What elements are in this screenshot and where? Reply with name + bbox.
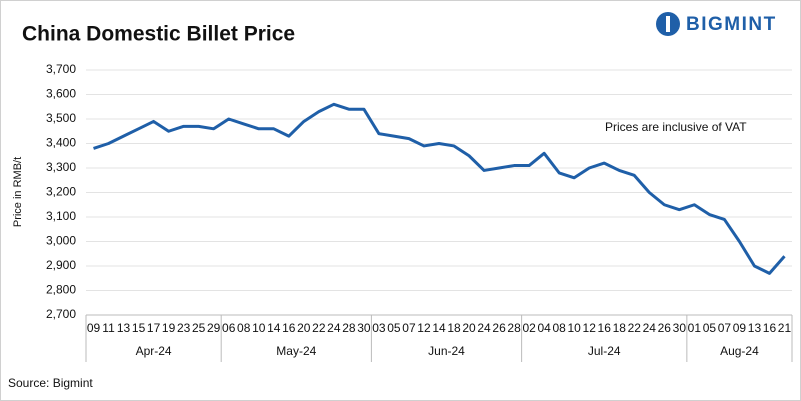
x-tick-label: 26 <box>658 321 672 335</box>
x-tick-label: 16 <box>282 321 296 335</box>
x-tick-label: 08 <box>237 321 251 335</box>
x-tick-label: 14 <box>432 321 446 335</box>
x-tick-label: 10 <box>252 321 266 335</box>
x-tick-label: 25 <box>192 321 206 335</box>
x-tick-label: 22 <box>628 321 642 335</box>
x-tick-label: 13 <box>117 321 131 335</box>
x-group-label: May-24 <box>276 344 316 358</box>
x-tick-label: 18 <box>613 321 627 335</box>
x-tick-label: 10 <box>568 321 582 335</box>
y-tick-label: 3,500 <box>46 111 76 125</box>
y-tick-label: 3,400 <box>46 136 76 150</box>
y-tick-label: 3,600 <box>46 87 76 101</box>
x-tick-label: 09 <box>733 321 747 335</box>
y-tick-label: 2,800 <box>46 283 76 297</box>
x-tick-label: 11 <box>102 321 115 335</box>
x-group-label: Jul-24 <box>588 344 621 358</box>
x-tick-label: 26 <box>492 321 506 335</box>
x-tick-label: 02 <box>522 321 536 335</box>
x-tick-label: 05 <box>703 321 717 335</box>
x-tick-label: 13 <box>748 321 762 335</box>
x-tick-label: 04 <box>537 321 551 335</box>
y-tick-label: 3,000 <box>46 234 76 248</box>
x-tick-label: 07 <box>402 321 416 335</box>
x-tick-label: 08 <box>552 321 566 335</box>
y-tick-label: 2,700 <box>46 307 76 321</box>
x-tick-label: 28 <box>342 321 356 335</box>
x-tick-label: 29 <box>207 321 221 335</box>
x-tick-label: 01 <box>688 321 702 335</box>
x-tick-label: 06 <box>222 321 236 335</box>
chart-title: China Domestic Billet Price <box>22 23 295 46</box>
y-tick-label: 2,900 <box>46 258 76 272</box>
logo-text: BIGMINT <box>686 14 777 35</box>
x-tick-label: 12 <box>417 321 431 335</box>
x-tick-label: 24 <box>327 321 341 335</box>
x-group-label: Aug-24 <box>720 344 759 358</box>
x-tick-label: 14 <box>267 321 281 335</box>
x-tick-label: 20 <box>462 321 476 335</box>
x-tick-label: 30 <box>673 321 687 335</box>
source: Source: Bigmint <box>8 376 93 390</box>
x-tick-label: 05 <box>387 321 401 335</box>
x-tick-label: 20 <box>297 321 311 335</box>
y-tick-label: 3,700 <box>46 62 76 76</box>
x-tick-label: 22 <box>312 321 326 335</box>
x-tick-label: 24 <box>643 321 657 335</box>
y-tick-label: 3,200 <box>46 185 76 199</box>
x-group-label: Apr-24 <box>136 344 172 358</box>
x-tick-label: 16 <box>763 321 777 335</box>
x-tick-label: 21 <box>778 321 792 335</box>
x-tick-label: 18 <box>447 321 461 335</box>
x-tick-label: 17 <box>147 321 161 335</box>
x-tick-label: 28 <box>507 321 521 335</box>
x-tick-label: 15 <box>132 321 146 335</box>
x-tick-label: 12 <box>583 321 597 335</box>
x-tick-label: 07 <box>718 321 732 335</box>
x-group-label: Jun-24 <box>428 344 465 358</box>
logo: BIGMINT <box>656 12 777 36</box>
x-tick-label: 03 <box>372 321 386 335</box>
x-tick-label: 09 <box>87 321 101 335</box>
x-tick-label: 16 <box>598 321 612 335</box>
y-tick-label: 3,300 <box>46 160 76 174</box>
x-tick-label: 23 <box>177 321 191 335</box>
line <box>93 102 786 275</box>
y-axis-label: Price in RMB/t <box>12 157 24 227</box>
x-tick-label: 19 <box>162 321 176 335</box>
annotation: Prices are inclusive of VAT <box>605 120 747 134</box>
y-tick-label: 3,100 <box>46 209 76 223</box>
x-tick-label: 24 <box>477 321 491 335</box>
x-tick-label: 30 <box>357 321 371 335</box>
logo-icon-bar <box>666 16 670 32</box>
